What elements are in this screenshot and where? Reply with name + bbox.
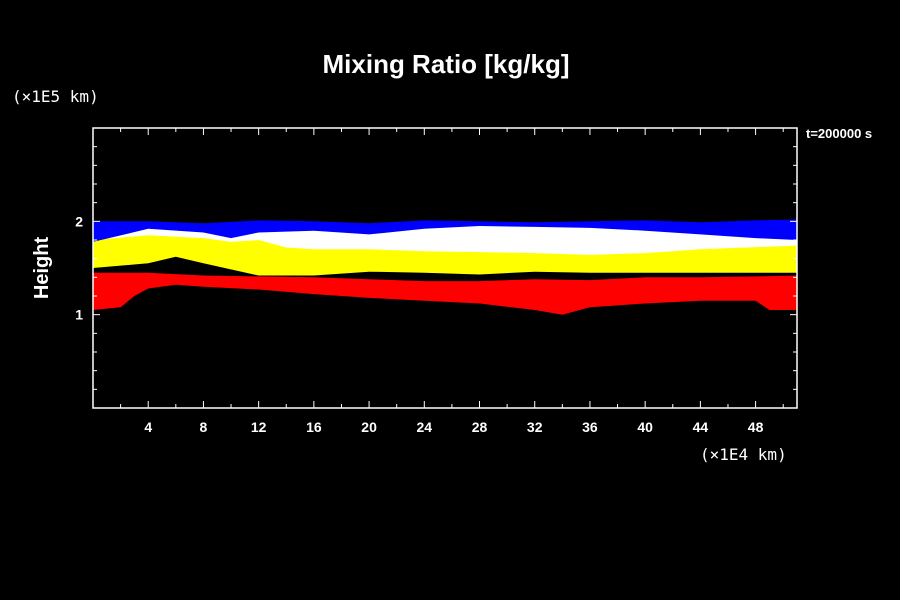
x-tick-label: 4 bbox=[144, 419, 152, 435]
x-tick-label: 16 bbox=[306, 419, 322, 435]
chart-title: Mixing Ratio [kg/kg] bbox=[323, 49, 570, 79]
y-unit-label: (×1E5 km) bbox=[12, 87, 99, 106]
mixing-ratio-field bbox=[93, 219, 797, 315]
x-tick-label: 28 bbox=[472, 419, 488, 435]
y-axis-label: Height bbox=[31, 237, 53, 300]
time-label: t=200000 s bbox=[806, 126, 872, 141]
x-tick-label: 40 bbox=[637, 419, 653, 435]
y-tick-label: 1 bbox=[75, 307, 83, 323]
x-tick-label: 12 bbox=[251, 419, 267, 435]
x-tick-label: 24 bbox=[417, 419, 433, 435]
x-tick-label: 8 bbox=[200, 419, 208, 435]
x-tick-label: 20 bbox=[361, 419, 377, 435]
mixing-ratio-band-1 bbox=[93, 272, 797, 315]
x-unit-label: (×1E4 km) bbox=[700, 445, 787, 464]
x-tick-label: 44 bbox=[693, 419, 709, 435]
mixing-ratio-band-4 bbox=[93, 219, 797, 242]
x-axis-tick-labels: 4 8 12 16 20 24 28 32 36 40 44 48 bbox=[144, 419, 763, 435]
x-tick-label: 48 bbox=[748, 419, 764, 435]
x-tick-label: 32 bbox=[527, 419, 543, 435]
y-tick-label: 2 bbox=[75, 213, 83, 229]
mixing-ratio-band-2 bbox=[93, 232, 797, 276]
y-axis-tick-labels: 12 bbox=[75, 213, 83, 322]
x-tick-label: 36 bbox=[582, 419, 598, 435]
plot-frame bbox=[92, 127, 798, 409]
